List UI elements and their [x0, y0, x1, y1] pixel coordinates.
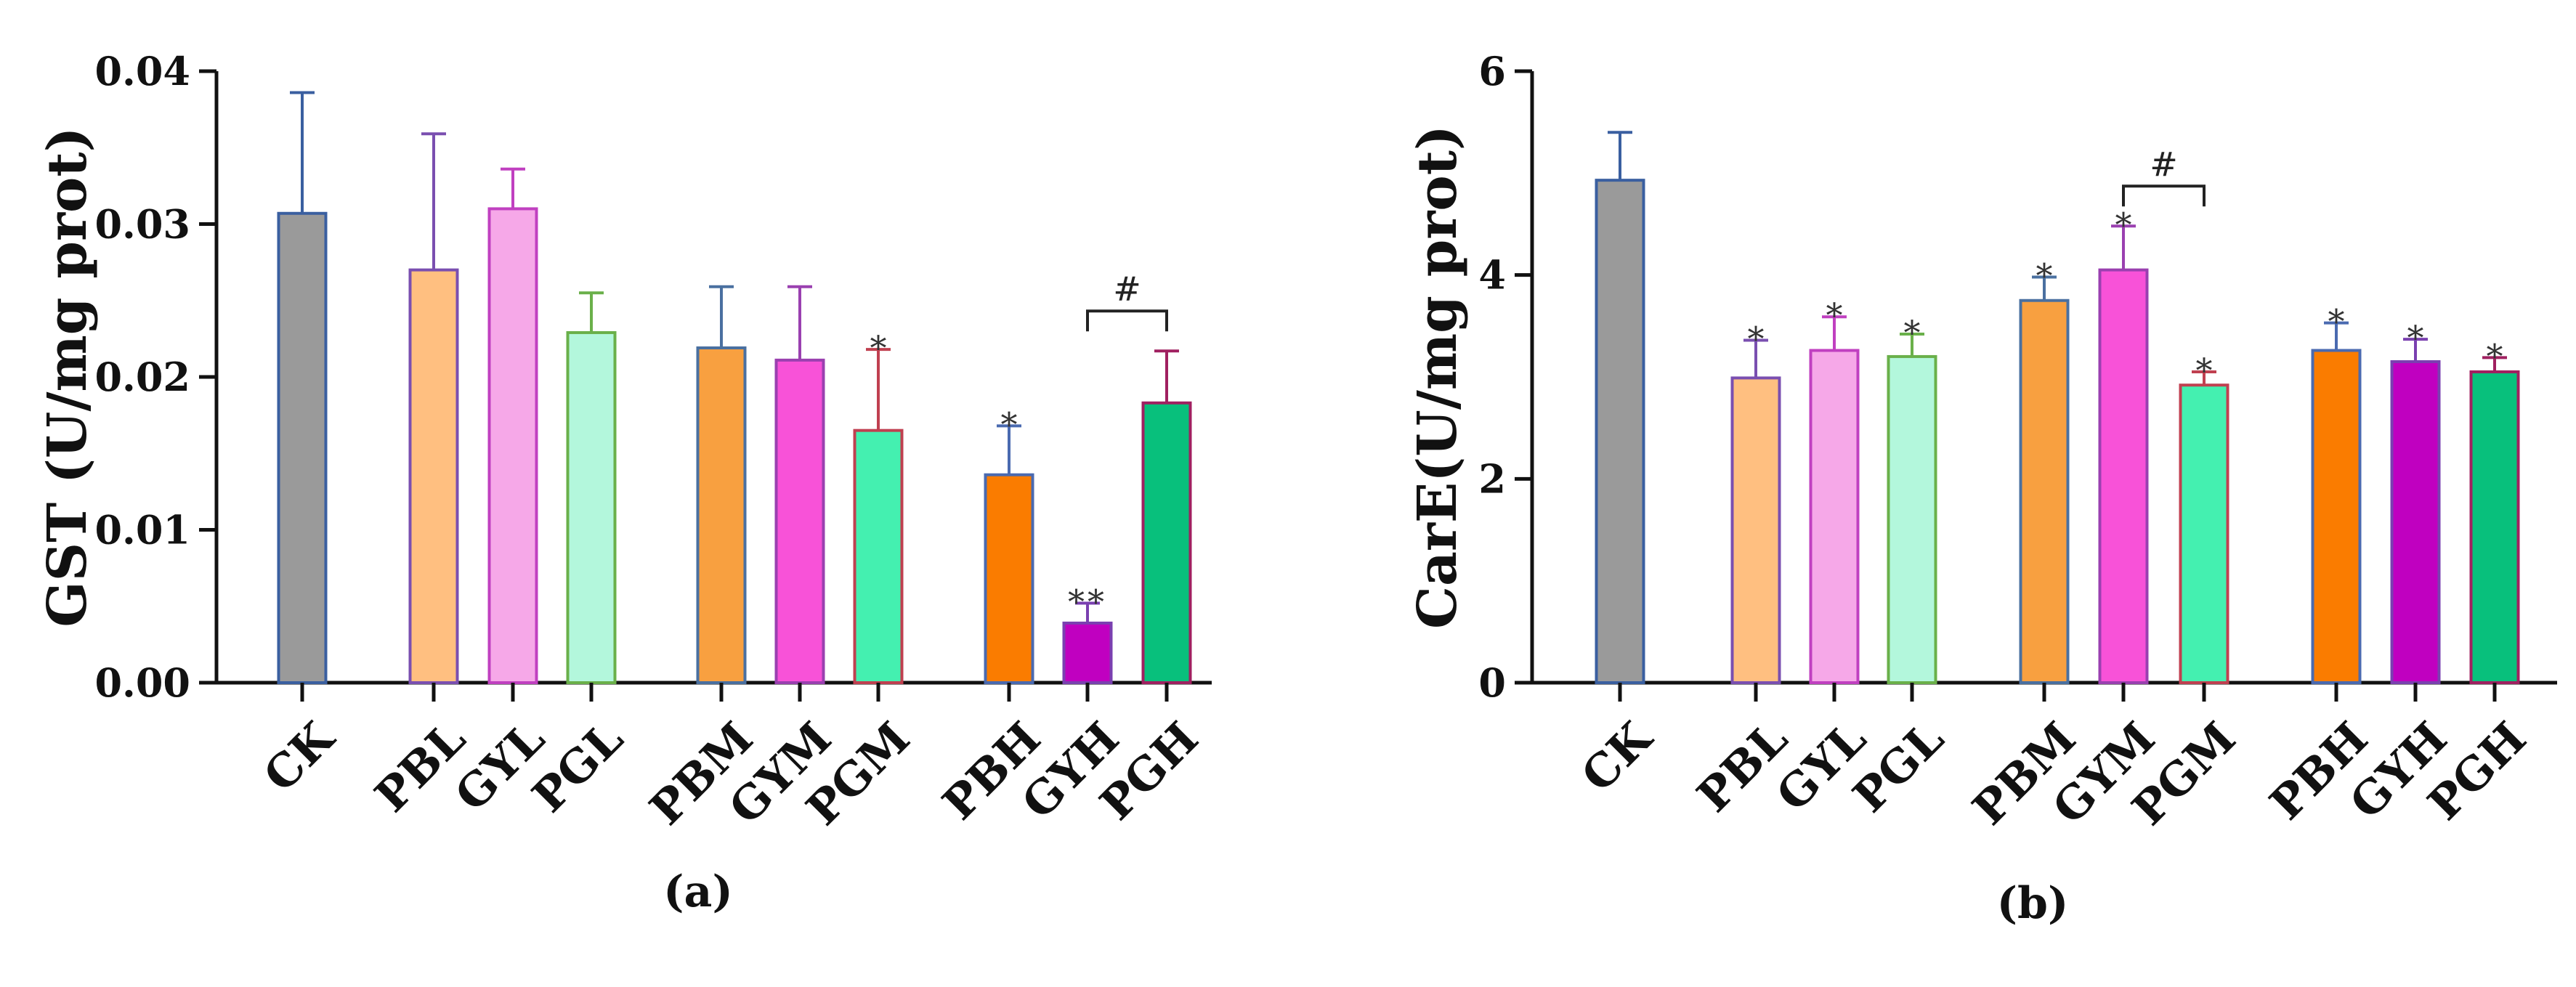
bracket-label: #	[2150, 145, 2178, 184]
significance-bracket	[1086, 309, 1168, 332]
y-tick-label: 6	[1478, 48, 1506, 94]
bar-pbm	[696, 346, 747, 684]
significance-mark: *	[1001, 405, 1018, 444]
bar-pgh	[2469, 370, 2520, 684]
y-tick-label: 0.04	[94, 48, 190, 94]
y-tick-label: 0.00	[94, 659, 190, 706]
bar-pbl	[1730, 376, 1781, 684]
category-label-ck: CK	[254, 710, 345, 802]
y-tick-label: 0.01	[94, 507, 190, 553]
y-tick-label: 0	[1478, 659, 1506, 706]
significance-mark: *	[2328, 302, 2345, 341]
bar-gyl	[487, 207, 538, 684]
bar-gyl	[1809, 349, 1860, 684]
bar-pgl	[566, 330, 617, 684]
category-label-ck: CK	[1571, 710, 1663, 802]
y-tick-label: 0.02	[94, 354, 190, 400]
significance-mark: *	[870, 328, 887, 367]
category-label-gyl: GYL	[1766, 712, 1876, 821]
bar-gym	[774, 358, 825, 684]
bar-pgm	[2179, 383, 2229, 685]
y-tick-label: 0.03	[94, 201, 190, 248]
bracket-label: #	[1113, 269, 1141, 309]
category-label-pgl: PGL	[1843, 712, 1954, 823]
bar-gyh	[1062, 621, 1113, 685]
bar-pbh	[2311, 349, 2362, 684]
significance-mark: *	[1904, 313, 1921, 352]
bar-pbh	[984, 473, 1034, 684]
y-axis-title: GST (U/mg prot)	[36, 126, 99, 627]
significance-mark: *	[2407, 318, 2424, 357]
y-axis-title: CarE(U/mg prot)	[1406, 125, 1469, 629]
bar-gym	[2098, 268, 2149, 684]
bar-pbl	[408, 268, 459, 684]
category-label-pgl: PGL	[522, 712, 633, 823]
bar-gyh	[2390, 360, 2441, 684]
category-label-pbl: PBL	[365, 712, 475, 822]
category-label-pbl: PBL	[1687, 712, 1797, 822]
bar-ck	[1595, 179, 1645, 684]
bar-pbm	[2019, 298, 2070, 684]
significance-bracket	[2122, 184, 2206, 207]
significance-mark: *	[2487, 336, 2503, 375]
significance-mark: *	[2115, 205, 2132, 244]
significance-mark: *	[2196, 351, 2213, 390]
y-tick-label: 4	[1478, 252, 1506, 298]
panel-label: (b)	[1997, 878, 2069, 929]
chart-panel-a: 0.00 0.01 0.02 0.03 0.04 GST (U/mg prot) CK PBL…	[36, 48, 1212, 917]
bar-pgh	[1141, 401, 1192, 684]
bar-pgm	[853, 428, 904, 684]
category-label-gyl: GYL	[445, 712, 554, 821]
significance-mark: **	[1068, 582, 1107, 622]
significance-mark: *	[2036, 256, 2053, 295]
bar-pgl	[1887, 354, 1937, 684]
significance-mark: *	[1826, 296, 1843, 335]
significance-mark: *	[1748, 319, 1765, 358]
panel-label: (a)	[663, 866, 733, 917]
y-tick-label: 2	[1478, 455, 1506, 502]
bar-ck	[277, 211, 328, 684]
